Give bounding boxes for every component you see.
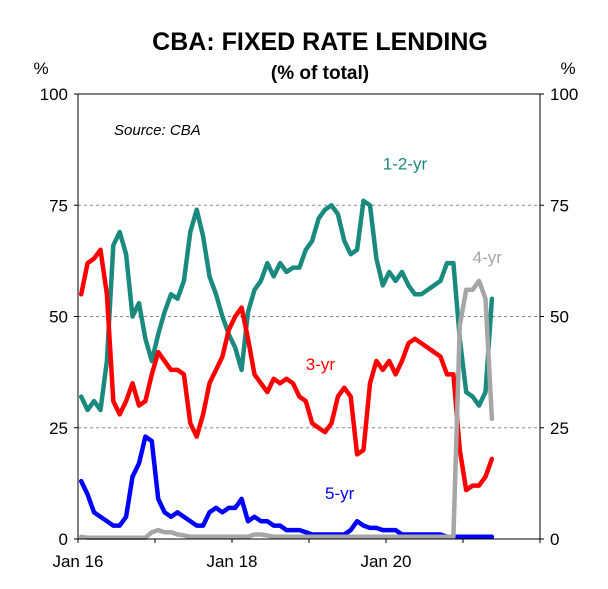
series-labels: 1-2-yr 3-yr 5-yr 4-yr xyxy=(306,155,502,503)
y-tick-right-50: 50 xyxy=(550,308,569,327)
y-tick-left-0: 0 xyxy=(59,530,68,549)
y-tick-left-50: 50 xyxy=(49,308,68,327)
series-label-3-yr: 3-yr xyxy=(306,355,336,374)
y-tick-left-25: 25 xyxy=(49,419,68,438)
y-tick-right-100: 100 xyxy=(550,85,578,104)
series-label-1-2-yr: 1-2-yr xyxy=(383,155,428,174)
series-label-4-yr: 4-yr xyxy=(473,248,503,267)
y-tick-right-0: 0 xyxy=(550,530,559,549)
y-tick-labels: 0 0 25 25 50 50 75 75 100 100 xyxy=(40,85,579,549)
x-tick-2020-01: Jan 20 xyxy=(360,552,411,571)
series-line-3-yr xyxy=(78,247,495,493)
left-axis-unit: % xyxy=(33,59,48,78)
y-tick-right-25: 25 xyxy=(550,419,569,438)
series-line-4-yr xyxy=(78,278,495,540)
x-tick-2016-01: Jan 16 xyxy=(52,552,103,571)
series-line-1-2-yr xyxy=(78,198,495,413)
series-label-5-yr: 5-yr xyxy=(325,484,355,503)
source-note: Source: CBA xyxy=(114,122,201,139)
x-tick-2018-01: Jan 18 xyxy=(206,552,257,571)
right-axis-unit: % xyxy=(560,59,575,78)
chart-subtitle: (% of total) xyxy=(271,63,369,84)
chart-title: CBA: FIXED RATE LENDING xyxy=(152,28,488,56)
x-tick-labels: Jan 16 Jan 18 Jan 20 xyxy=(52,539,541,571)
series-line-5-yr xyxy=(78,434,495,540)
y-tick-left-75: 75 xyxy=(49,196,68,215)
y-tick-right-75: 75 xyxy=(550,196,569,215)
y-tick-left-100: 100 xyxy=(40,85,68,104)
series-lines xyxy=(78,198,495,540)
